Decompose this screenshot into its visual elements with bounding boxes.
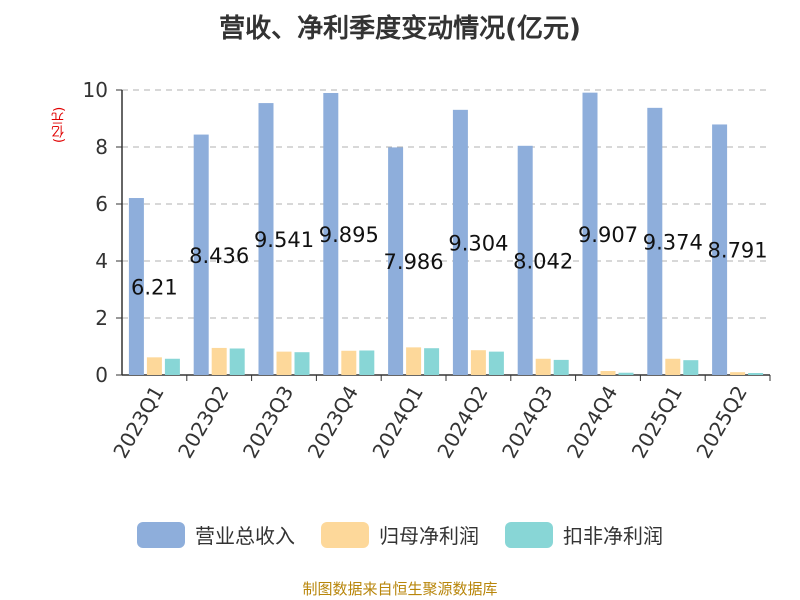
data-label: 9.907 xyxy=(578,223,638,247)
x-tick-label: 2024Q4 xyxy=(562,382,622,463)
legend-swatch-net-profit xyxy=(321,521,369,548)
bar-net-profit xyxy=(146,357,162,375)
x-tick-label: 2023Q2 xyxy=(173,382,233,463)
legend-swatch-revenue xyxy=(137,521,185,548)
data-label: 6.21 xyxy=(131,276,178,300)
bar-deducted-profit xyxy=(164,358,180,375)
legend-label-deducted-profit: 扣非净利润 xyxy=(563,524,663,548)
bar-net-profit xyxy=(665,358,681,375)
bar-revenue xyxy=(582,92,598,375)
bar-net-profit xyxy=(211,347,227,375)
bar-deducted-profit xyxy=(553,359,569,375)
bar-net-profit xyxy=(535,358,551,375)
y-tick-label: 6 xyxy=(95,192,108,216)
data-label: 9.895 xyxy=(319,223,379,247)
data-label: 8.042 xyxy=(513,249,573,273)
y-tick-label: 10 xyxy=(83,78,108,102)
bar-deducted-profit xyxy=(424,348,440,375)
x-tick-label: 2023Q1 xyxy=(108,382,168,463)
y-tick-label: 2 xyxy=(95,306,108,330)
bar-deducted-profit xyxy=(294,352,310,375)
bar-revenue xyxy=(128,198,144,375)
y-tick-label: 8 xyxy=(95,135,108,159)
bar-deducted-profit xyxy=(229,348,245,375)
bar-net-profit xyxy=(600,371,616,375)
data-source: 制图数据来自恒生聚源数据库 xyxy=(302,580,498,598)
data-label: 9.541 xyxy=(254,228,314,252)
legend-label-net-profit: 归母净利润 xyxy=(379,524,479,548)
x-tick-label: 2023Q4 xyxy=(303,382,363,463)
bar-revenue xyxy=(193,134,209,375)
x-tick-label: 2024Q2 xyxy=(432,382,492,463)
bar-revenue xyxy=(452,109,468,375)
legend-label-revenue: 营业总收入 xyxy=(195,524,295,548)
legend: 营业总收入 归母净利润 扣非净利润 xyxy=(0,520,800,549)
bar-revenue xyxy=(712,124,728,375)
x-tick-label: 2025Q2 xyxy=(691,382,751,463)
data-label: 9.304 xyxy=(448,231,508,255)
bar-revenue xyxy=(517,145,533,375)
bar-deducted-profit xyxy=(488,351,504,375)
legend-item-deducted-profit[interactable]: 扣非净利润 xyxy=(505,520,663,549)
data-label: 8.791 xyxy=(708,239,768,263)
bar-net-profit xyxy=(470,350,486,375)
y-tick-label: 4 xyxy=(95,249,108,273)
legend-item-revenue[interactable]: 营业总收入 xyxy=(137,520,295,549)
x-tick-label: 2023Q3 xyxy=(238,382,298,463)
y-tick-label: 0 xyxy=(95,363,108,387)
bar-revenue xyxy=(258,103,274,376)
bar-revenue xyxy=(323,92,339,376)
bar-net-profit xyxy=(276,351,292,375)
legend-swatch-deducted-profit xyxy=(505,521,553,548)
bar-deducted-profit xyxy=(618,372,634,375)
bar-deducted-profit xyxy=(359,350,375,375)
x-tick-label: 2024Q3 xyxy=(497,382,557,463)
chart-title: 营收、净利季度变动情况(亿元) xyxy=(219,14,581,44)
bar-net-profit xyxy=(341,350,357,375)
bar-revenue xyxy=(647,107,663,375)
x-tick-label: 2024Q1 xyxy=(367,382,427,463)
bar-revenue xyxy=(388,147,404,375)
data-label: 9.374 xyxy=(643,230,703,254)
x-tick-label: 2025Q1 xyxy=(627,382,687,463)
data-label: 7.986 xyxy=(384,250,444,274)
bar-net-profit xyxy=(406,347,422,375)
bar-deducted-profit xyxy=(748,373,764,375)
data-label: 8.436 xyxy=(189,244,249,268)
legend-item-net-profit[interactable]: 归母净利润 xyxy=(321,520,479,549)
bar-deducted-profit xyxy=(683,360,699,375)
bar-net-profit xyxy=(730,372,746,375)
